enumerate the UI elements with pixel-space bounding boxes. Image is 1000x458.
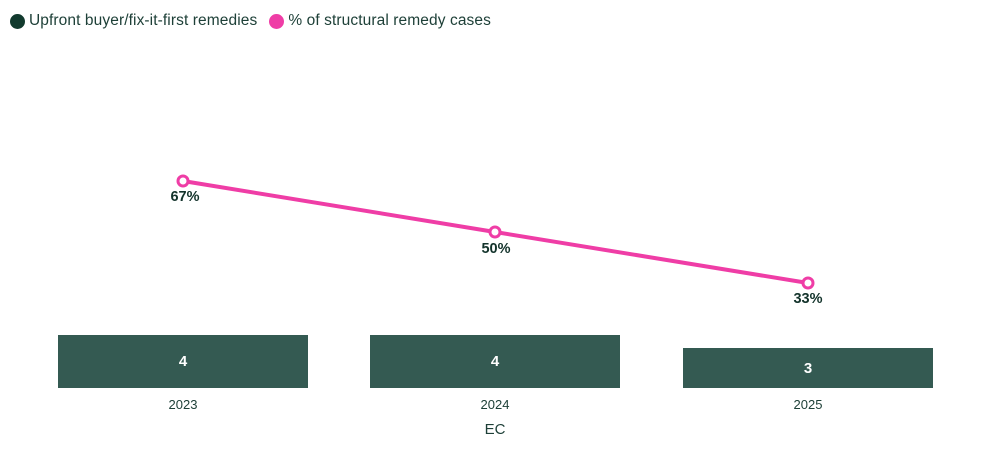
legend-label-bar-series: Upfront buyer/fix-it-first remedies [29, 12, 258, 29]
legend-label-line-series: % of structural remedy cases [288, 12, 491, 29]
legend-item-bar-series: Upfront buyer/fix-it-first remedies [10, 12, 257, 30]
line-point-marker-2023 [176, 174, 190, 188]
line-point-marker-2024 [488, 225, 502, 239]
point-label-2025: 33% [793, 291, 823, 307]
bar-2024: 4 [370, 335, 620, 388]
legend: Upfront buyer/fix-it-first remedies % of… [10, 12, 491, 30]
line-point-marker-2025 [801, 276, 815, 290]
x-axis-title: EC [484, 421, 506, 438]
legend-dot-dark-green-icon [10, 13, 25, 29]
bar-value-label: 3 [803, 359, 813, 377]
point-label-2023: 67% [170, 189, 200, 205]
bar-value-label: 4 [178, 353, 188, 370]
bar-value-label: 4 [490, 353, 500, 370]
bar-2025: 3 [683, 348, 933, 388]
x-tick-2025: 2025 [793, 397, 823, 412]
legend-dot-pink-icon [269, 13, 285, 29]
x-tick-2024: 2024 [480, 397, 510, 412]
bar-2023: 4 [58, 335, 308, 388]
x-tick-2023: 2023 [168, 397, 198, 412]
point-label-2024: 50% [481, 241, 511, 257]
legend-item-line-series: % of structural remedy cases [269, 12, 491, 30]
